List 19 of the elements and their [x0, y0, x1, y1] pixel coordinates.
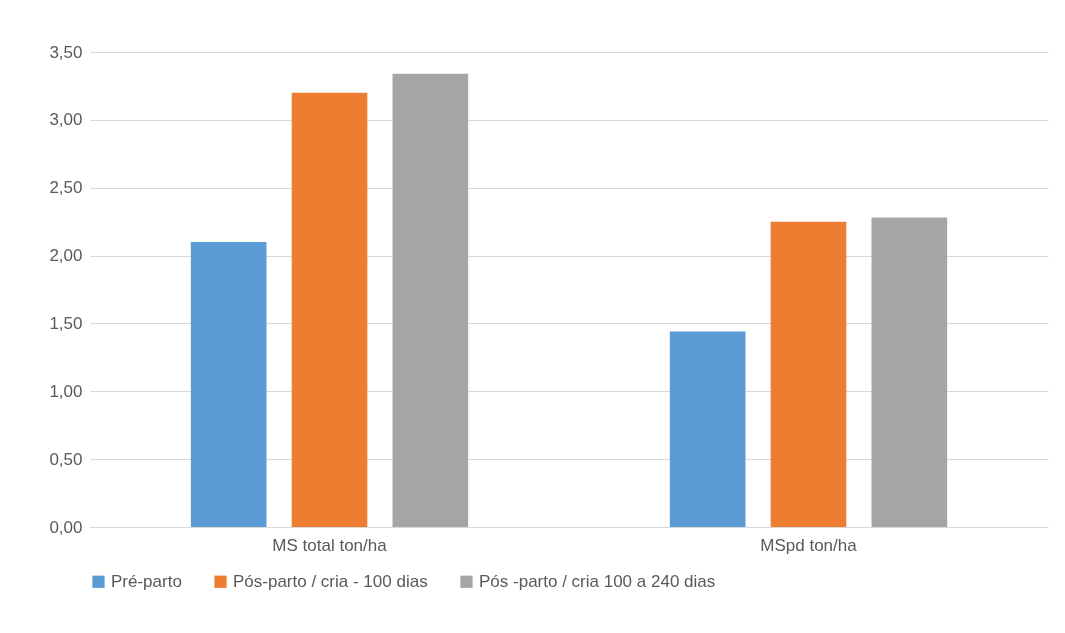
legend-label: Pré-parto	[111, 571, 182, 591]
legend-label: Pós -parto / cria 100 a 240 dias	[479, 571, 716, 591]
y-tick-label: 0,50	[49, 449, 83, 469]
x-tick-label: MSpd ton/ha	[760, 535, 858, 555]
bar	[669, 331, 746, 527]
bar	[770, 221, 847, 527]
y-tick-label: 3,50	[49, 42, 83, 62]
x-tick-label: MS total ton/ha	[272, 535, 388, 555]
y-tick-label: 1,50	[49, 313, 83, 333]
bar	[190, 242, 267, 527]
bar	[392, 73, 469, 527]
y-tick-label: 2,00	[49, 246, 83, 266]
y-tick-label: 2,50	[49, 178, 83, 198]
legend-label: Pós-parto / cria - 100 dias	[233, 571, 428, 591]
y-tick-label: 3,00	[49, 110, 83, 130]
y-tick-label: 1,00	[49, 381, 83, 401]
bar	[291, 92, 368, 527]
bar	[871, 217, 948, 527]
y-tick-label: 0,00	[49, 517, 83, 537]
